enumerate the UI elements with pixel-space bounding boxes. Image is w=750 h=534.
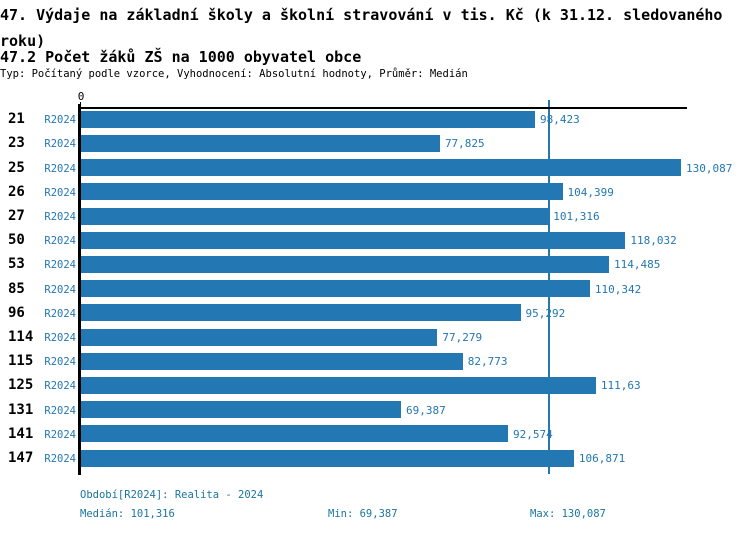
value-label: 130,087 <box>686 161 733 175</box>
bar <box>81 304 521 322</box>
series-label: R2024 <box>44 307 76 320</box>
category-label: 96 <box>8 304 25 321</box>
value-label: 101,316 <box>553 210 600 224</box>
value-label: 92,574 <box>512 427 553 441</box>
category-label: 50 <box>8 232 25 249</box>
category-label: 85 <box>8 280 25 297</box>
bar <box>81 110 535 128</box>
bar-row: 53 R2024 114,485 <box>0 255 750 273</box>
category-label: 21 <box>8 111 25 128</box>
bar <box>81 401 402 419</box>
footer-period: Období[R2024]: Realita - 2024 <box>80 489 264 501</box>
footer-median: Medián: 101,316 <box>80 508 175 520</box>
value-label: 95,292 <box>525 306 566 320</box>
series-label: R2024 <box>44 356 76 369</box>
bar-row: 125 R2024 111,63 <box>0 376 750 394</box>
bar-row: 96 R2024 95,292 <box>0 304 750 322</box>
value-label: 106,871 <box>578 452 626 466</box>
chart-title: 47. Výdaje na základní školy a školní st… <box>0 6 723 50</box>
category-label: 115 <box>8 353 34 370</box>
bar <box>81 231 626 249</box>
series-label: R2024 <box>44 404 76 417</box>
value-label: 118,032 <box>630 234 677 248</box>
bar-row: 85 R2024 110,342 <box>0 280 750 298</box>
bar-row: 141 R2024 92,574 <box>0 425 750 443</box>
series-label: R2024 <box>44 138 76 151</box>
bar <box>81 159 681 177</box>
bar-row: 26 R2024 104,399 <box>0 183 750 201</box>
chart-meta-line: Typ: Počítaný podle vzorce, Vyhodnocení:… <box>0 68 468 80</box>
category-label: 125 <box>8 377 34 394</box>
bar <box>81 425 508 443</box>
bar <box>81 183 563 201</box>
x-axis-line <box>78 107 687 109</box>
bar <box>81 376 596 394</box>
category-label: 141 <box>8 425 34 442</box>
bar-row: 25 R2024 130,087 <box>0 159 750 177</box>
bar-row: 21 R2024 98,423 <box>0 110 750 128</box>
bar <box>81 328 438 346</box>
series-label: R2024 <box>44 283 76 296</box>
bar <box>81 134 440 152</box>
series-label: R2024 <box>44 428 76 441</box>
series-label: R2024 <box>44 211 76 224</box>
series-label: R2024 <box>44 453 76 466</box>
category-label: 131 <box>8 401 34 418</box>
y-axis-line <box>78 104 81 475</box>
bar <box>81 352 463 370</box>
value-label: 98,423 <box>539 113 580 127</box>
footer-max: Max: 130,087 <box>530 508 606 520</box>
category-label: 53 <box>8 256 25 273</box>
footer-min: Min: 69,387 <box>328 508 398 520</box>
bar-row: 50 R2024 118,032 <box>0 231 750 249</box>
bar-row: 114 R2024 77,279 <box>0 328 750 346</box>
series-label: R2024 <box>44 186 76 199</box>
value-label: 77,825 <box>444 137 485 151</box>
category-label: 23 <box>8 135 25 152</box>
bar-row: 27 R2024 101,316 <box>0 207 750 225</box>
series-label: R2024 <box>44 235 76 248</box>
category-label: 27 <box>8 208 25 225</box>
bar-row: 147 R2024 106,871 <box>0 449 750 467</box>
chart-subtitle: 47.2 Počet žáků ZŠ na 1000 obyvatel obce <box>0 48 362 66</box>
value-label: 114,485 <box>614 258 661 272</box>
category-label: 114 <box>8 329 34 346</box>
series-label: R2024 <box>44 332 76 345</box>
bar-row: 115 R2024 82,773 <box>0 352 750 370</box>
category-label: 26 <box>8 183 25 200</box>
series-label: R2024 <box>44 162 76 175</box>
value-label: 110,342 <box>594 282 642 296</box>
series-label: R2024 <box>44 259 76 272</box>
category-label: 147 <box>8 450 34 467</box>
bar <box>81 255 610 273</box>
series-label: R2024 <box>44 114 76 127</box>
bar-row: 23 R2024 77,825 <box>0 134 750 152</box>
category-label: 25 <box>8 159 25 176</box>
bar-row: 131 R2024 69,387 <box>0 401 750 419</box>
value-label: 82,773 <box>467 355 508 369</box>
bar <box>81 449 574 467</box>
series-label: R2024 <box>44 380 76 393</box>
value-label: 104,399 <box>567 185 614 199</box>
value-label: 77,279 <box>442 331 483 345</box>
bar <box>81 207 549 225</box>
value-label: 111,63 <box>600 379 641 393</box>
x-axis-zero-label: 0 <box>77 90 85 103</box>
value-label: 69,387 <box>406 403 446 417</box>
bar <box>81 280 590 298</box>
